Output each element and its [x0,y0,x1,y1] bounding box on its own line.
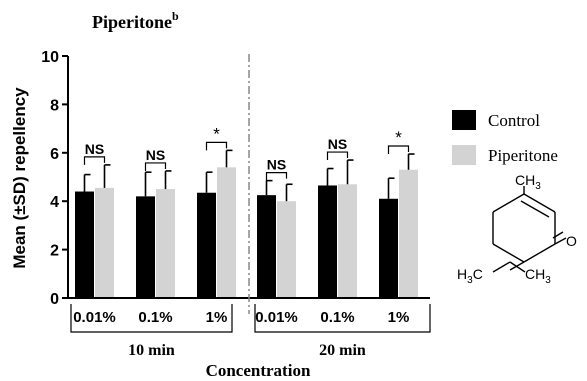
significance-label: * [213,124,220,143]
legend: Control Piperitone [452,110,558,165]
x-tick-label: 0.01% [73,309,116,326]
group-bracket [70,304,233,333]
y-tick-label: 6 [50,146,59,163]
significance-label: NS [328,136,347,152]
structure-bond [509,261,526,273]
bars-layer [75,167,418,298]
chart-title-text: Piperitone [92,12,172,32]
x-axis: 0.01% 0.1% 1% 0.01% 0.1% 1% 10 min 20 min [68,54,431,359]
significance-label: * [395,128,402,147]
significance-bracket [144,162,167,171]
structure-bond [520,200,550,218]
structure-isopropyl-right-label: CH3 [525,266,551,286]
structure-oxygen-label: O [566,233,577,249]
structure-bond [523,193,556,213]
piperitone-structure [492,186,567,271]
x-axis-label: Concentration [206,361,311,380]
legend-label-piperitone: Piperitone [488,146,558,165]
bar-piperitone [277,201,296,298]
x-tick-label: 0.01% [255,309,298,326]
bar-control [318,185,337,298]
bar-control [197,192,216,298]
legend-swatch-control [452,110,476,130]
y-tick-label: 10 [41,49,59,66]
bar-piperitone [217,167,236,298]
legend-swatch-piperitone [452,145,476,165]
structure-bond [554,237,567,245]
bar-control [257,195,276,298]
significance-label: NS [146,147,165,163]
x-tick-label: 1% [388,309,410,326]
error-bars-layer [83,149,415,202]
structure-bond [492,243,525,263]
significance-bracket [83,156,106,165]
structure-bond [552,231,564,239]
structure-bond [492,261,511,273]
significance-bracket [387,145,410,155]
y-tick-label: 2 [50,243,59,260]
significance-bracket [205,141,228,151]
bar-piperitone [156,189,175,298]
structure-bond [523,243,556,263]
chart-title-superscript: b [172,9,179,23]
significance-label: NS [85,141,104,157]
x-tick-label: 1% [206,309,228,326]
group-label: 20 min [319,342,366,359]
structure-isopropyl-bonds [492,261,526,273]
significance-bracket [265,172,288,181]
y-axis: 0 2 4 6 8 10 [41,49,69,308]
group-bracket [254,304,431,333]
significance-layer: NS NS * NS NS * [83,124,410,181]
bar-piperitone [95,187,114,298]
structure-methyl-label: CH3 [515,172,541,192]
bar-control [379,198,398,298]
y-tick-label: 0 [50,291,59,308]
significance-label: NS [267,157,286,173]
y-tick-label: 8 [50,97,59,114]
y-tick-label: 4 [50,194,59,211]
y-axis-label: Mean (±SD) repellency [10,87,29,269]
bar-control [136,196,155,298]
bar-control [75,191,94,298]
bar-piperitone [338,184,357,298]
group-label: 10 min [128,342,175,359]
significance-bracket [326,151,349,161]
legend-label-control: Control [488,111,540,130]
structure-isopropyl-label: H3C [457,266,483,286]
x-tick-label: 0.1% [138,309,172,326]
chart-title: Piperitoneb [92,9,179,32]
x-tick-label: 0.1% [320,309,354,326]
structure-labels: CH3 O H3C CH3 [457,172,577,286]
bar-piperitone [399,169,418,298]
structure-bond [492,193,525,213]
